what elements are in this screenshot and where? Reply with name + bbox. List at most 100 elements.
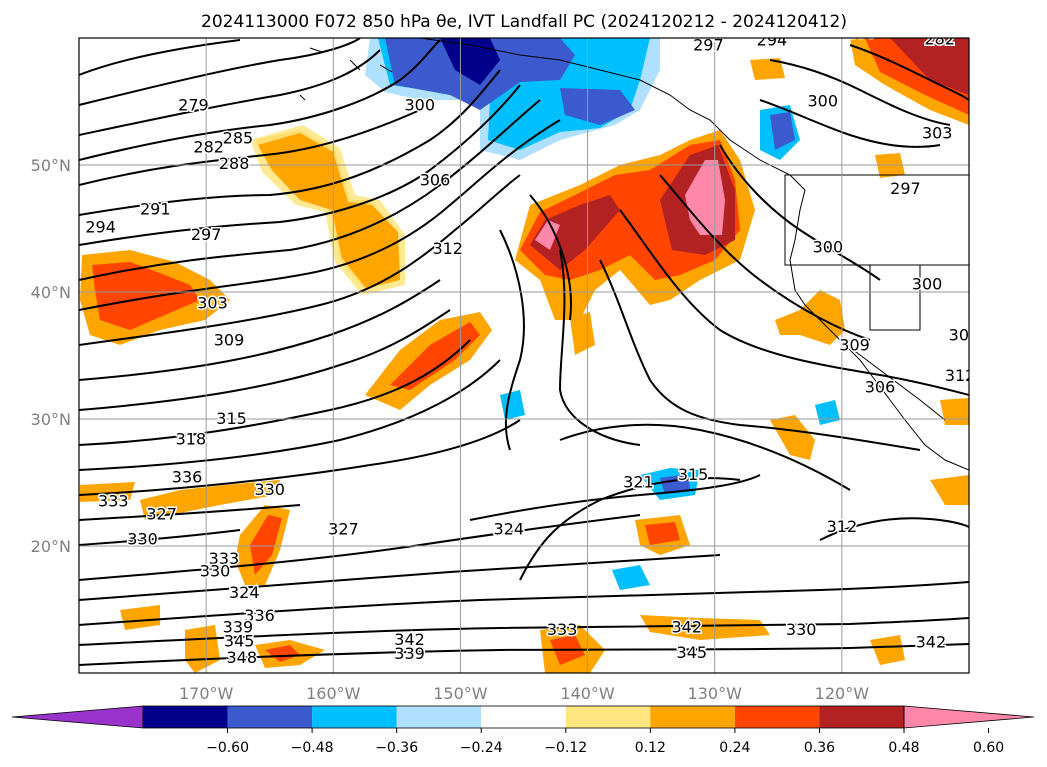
shade-orange-s5 [640,615,770,640]
colorbar-tick-label: 0.60 [973,740,1004,756]
chart-title: 2024113000 F072 850 hPa θe, IVT Landfall… [201,12,847,32]
colorbar-bin [650,706,735,728]
contour-label: 321 [623,473,654,492]
shade-orange-e1 [775,290,845,345]
y-tick-label: 20°N [31,537,71,556]
coast-islands [299,47,393,101]
colorbar-tick-label: 0.24 [719,740,750,756]
x-tick-label: 130°W [688,684,743,703]
contour-label: 336 [244,606,275,625]
contour-label: 318 [176,429,207,448]
colorbar-bin [734,706,820,728]
contour-label: 297 [890,179,921,198]
contour-label: 342 [916,633,947,652]
contour-label: 306 [420,170,451,189]
contour-label: 300 [808,92,839,111]
x-tick-label: 120°W [815,684,870,703]
x-tick-label: 170°W [179,684,234,703]
contour-label: 336 [172,468,203,487]
colorbar-bin [312,706,397,728]
contour-label: 291 [140,200,171,219]
contour-label: 345 [677,643,708,662]
contour-label: 312 [945,366,976,385]
contour-label: 345 [224,631,255,650]
contours [79,38,969,666]
colorbar-tick-label: −0.48 [291,740,334,756]
shade-blue-c3 [612,565,650,590]
contour-label: 300 [813,238,844,257]
contour-label: 297 [191,225,222,244]
contour-label: 330 [786,620,817,639]
contour-label: 282 [924,29,955,48]
shade-orange-sw2 [140,480,280,520]
contour-label: 294 [757,31,788,50]
x-tick-label: 150°W [433,684,488,703]
contour-label: 333 [547,620,578,639]
contour-label: 315 [678,465,709,484]
shade-red-s3 [265,645,300,662]
contour-label: 330 [127,530,158,549]
shade-orange-sw1 [80,482,135,502]
contour-label: 297 [693,36,724,55]
contour-label: 333 [98,492,129,511]
colorbar-bin [396,706,482,728]
colorbar-tick-label: 0.48 [888,740,919,756]
contour-label: 327 [328,520,359,539]
contour-label: 288 [846,23,877,42]
shade-orange-mid [570,312,595,355]
contour-label: 300 [912,274,943,293]
y-tick-label: 40°N [31,283,71,302]
contour-label: 285 [223,128,254,147]
y-ticks: 20°N 30°N 40°N 50°N [31,156,71,556]
colorbar-extend-max [903,705,1035,729]
contour-label: 306 [949,325,980,344]
shade-darkred-ne [890,38,969,95]
contour-label: 327 [146,504,177,523]
contour-label: 309 [839,335,870,354]
colorbar-tick-label: −0.36 [375,740,418,756]
colorbar-bin [819,706,904,728]
contour-label: 312 [827,517,858,536]
coast-baja [839,339,969,471]
coast-pnw [789,189,946,421]
colorbar-bin [143,706,228,728]
y-tick-label: 30°N [31,410,71,429]
shade-red-w2 [92,262,200,330]
contour-label: 330 [200,561,231,580]
colorbar-tick-label: −0.60 [206,740,249,756]
contour-label: 294 [85,217,116,236]
colorbar-frame [142,705,905,729]
contour-label: 339 [394,644,425,663]
colorbar-bin [565,706,651,728]
contour-label: 300 [404,95,435,114]
contour-label: 312 [432,239,463,258]
shade-red-c4 [645,522,680,545]
shade-orange-e2 [770,415,815,460]
contour-label: 303 [197,294,228,313]
shade-orange-e3 [940,398,969,425]
colorbar-bin [227,706,313,728]
colorbar: −0.60 −0.48 −0.36 −0.24 −0.12 0.12 0.24 0.36 0.4… [11,705,1035,756]
contour-label: 324 [229,583,260,602]
contour-label: 288 [219,154,250,173]
shade-orange-s6 [870,635,905,665]
map-frame [78,37,970,674]
contour-label: 333 [209,549,240,568]
colorbar-tick-label: −0.12 [544,740,587,756]
contour-label: 324 [493,520,524,539]
colorbar-tick-label: 0.12 [635,740,666,756]
gridlines [79,38,969,673]
shade-red-ar1 [390,322,480,390]
y-tick-label: 50°N [31,156,71,175]
contour-label: 282 [193,137,224,156]
shade-red-sw3 [250,515,282,575]
x-tick-label: 140°W [560,684,615,703]
contour-label: 315 [216,409,247,428]
contour-label: 348 [226,648,257,667]
x-ticks: 170°W 160°W 150°W 140°W 130°W 120°W [179,684,869,703]
colorbar-tick-label: −0.24 [460,740,503,756]
shade-orange-s2 [185,625,220,673]
